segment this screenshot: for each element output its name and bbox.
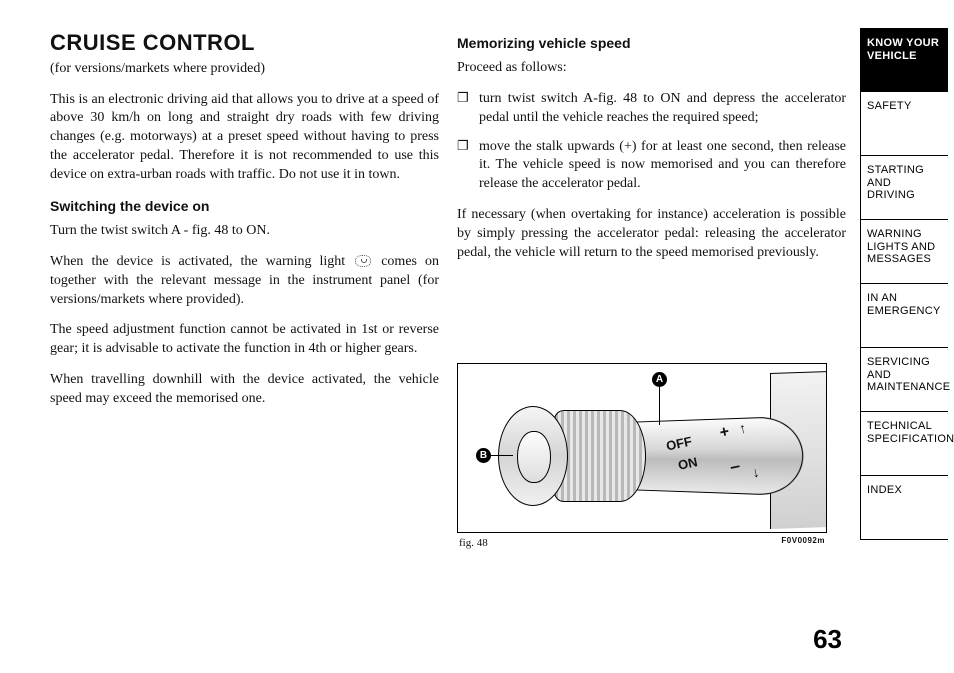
lead-text: Proceed as follows: bbox=[457, 59, 846, 78]
list-item: ❐ turn twist switch A-fig. 48 to ON and … bbox=[457, 90, 846, 128]
tab-index[interactable]: INDEX bbox=[860, 476, 948, 540]
bullet-list: ❐ turn twist switch A-fig. 48 to ON and … bbox=[457, 90, 846, 194]
tab-in-an-emergency[interactable]: IN AN EMERGENCY bbox=[860, 284, 948, 348]
figure-48: OFF ON + – ↑ ↓ A B fig. 48 F0V0092m bbox=[457, 363, 827, 551]
paragraph: When travelling downhill with the device… bbox=[50, 371, 439, 409]
page: CRUISE CONTROL (for versions/markets whe… bbox=[0, 0, 954, 673]
section-tabs-sidebar: KNOW YOUR VEHICLE SAFETY STARTING AND DR… bbox=[860, 0, 954, 673]
tab-technical-specifications[interactable]: TECHNICAL SPECIFICATIONS bbox=[860, 412, 948, 476]
tab-know-your-vehicle[interactable]: KNOW YOUR VEHICLE bbox=[860, 28, 948, 92]
section-subtitle: (for versions/markets where provided) bbox=[50, 60, 439, 79]
callout-label-b: B bbox=[476, 448, 491, 463]
section-title: CRUISE CONTROL bbox=[50, 28, 439, 58]
figure-code: F0V0092m bbox=[781, 536, 825, 551]
tab-warning-lights[interactable]: WARNING LIGHTS AND MESSAGES bbox=[860, 220, 948, 284]
subheading-switching-on: Switching the device on bbox=[50, 197, 439, 216]
callout-line-a bbox=[659, 387, 660, 425]
text-run: When the device is activated, the warnin… bbox=[50, 254, 353, 269]
intro-paragraph: This is an electronic driving aid that a… bbox=[50, 91, 439, 185]
right-column: Memorizing vehicle speed Proceed as foll… bbox=[457, 28, 846, 653]
bullet-text: turn twist switch A-fig. 48 to ON and de… bbox=[479, 90, 846, 128]
stalk-body bbox=[627, 416, 803, 497]
paragraph: When the device is activated, the warnin… bbox=[50, 253, 439, 310]
callout-label-a: A bbox=[652, 372, 667, 387]
paragraph: Turn the twist switch A - fig. 48 to ON. bbox=[50, 222, 439, 241]
page-number: 63 bbox=[813, 624, 842, 655]
tab-servicing-maintenance[interactable]: SERVICING AND MAINTENANCE bbox=[860, 348, 948, 412]
content-area: CRUISE CONTROL (for versions/markets whe… bbox=[0, 0, 860, 673]
paragraph: If necessary (when overtaking for instan… bbox=[457, 206, 846, 263]
paragraph: The speed adjustment function cannot be … bbox=[50, 321, 439, 359]
tab-safety[interactable]: SAFETY bbox=[860, 92, 948, 156]
callout-line-b bbox=[491, 455, 513, 456]
figure-illustration: OFF ON + – ↑ ↓ A B bbox=[457, 363, 827, 533]
tab-starting-and-driving[interactable]: STARTING AND DRIVING bbox=[860, 156, 948, 220]
bullet-marker-icon: ❐ bbox=[457, 138, 471, 195]
figure-caption: fig. 48 F0V0092m bbox=[457, 536, 827, 551]
subheading-memorizing: Memorizing vehicle speed bbox=[457, 34, 846, 53]
left-column: CRUISE CONTROL (for versions/markets whe… bbox=[50, 28, 439, 653]
cruise-control-icon bbox=[355, 255, 371, 267]
list-item: ❐ move the stalk upwards (+) for at leas… bbox=[457, 138, 846, 195]
bullet-marker-icon: ❐ bbox=[457, 90, 471, 128]
bullet-text: move the stalk upwards (+) for at least … bbox=[479, 138, 846, 195]
figure-number: fig. 48 bbox=[459, 536, 488, 551]
